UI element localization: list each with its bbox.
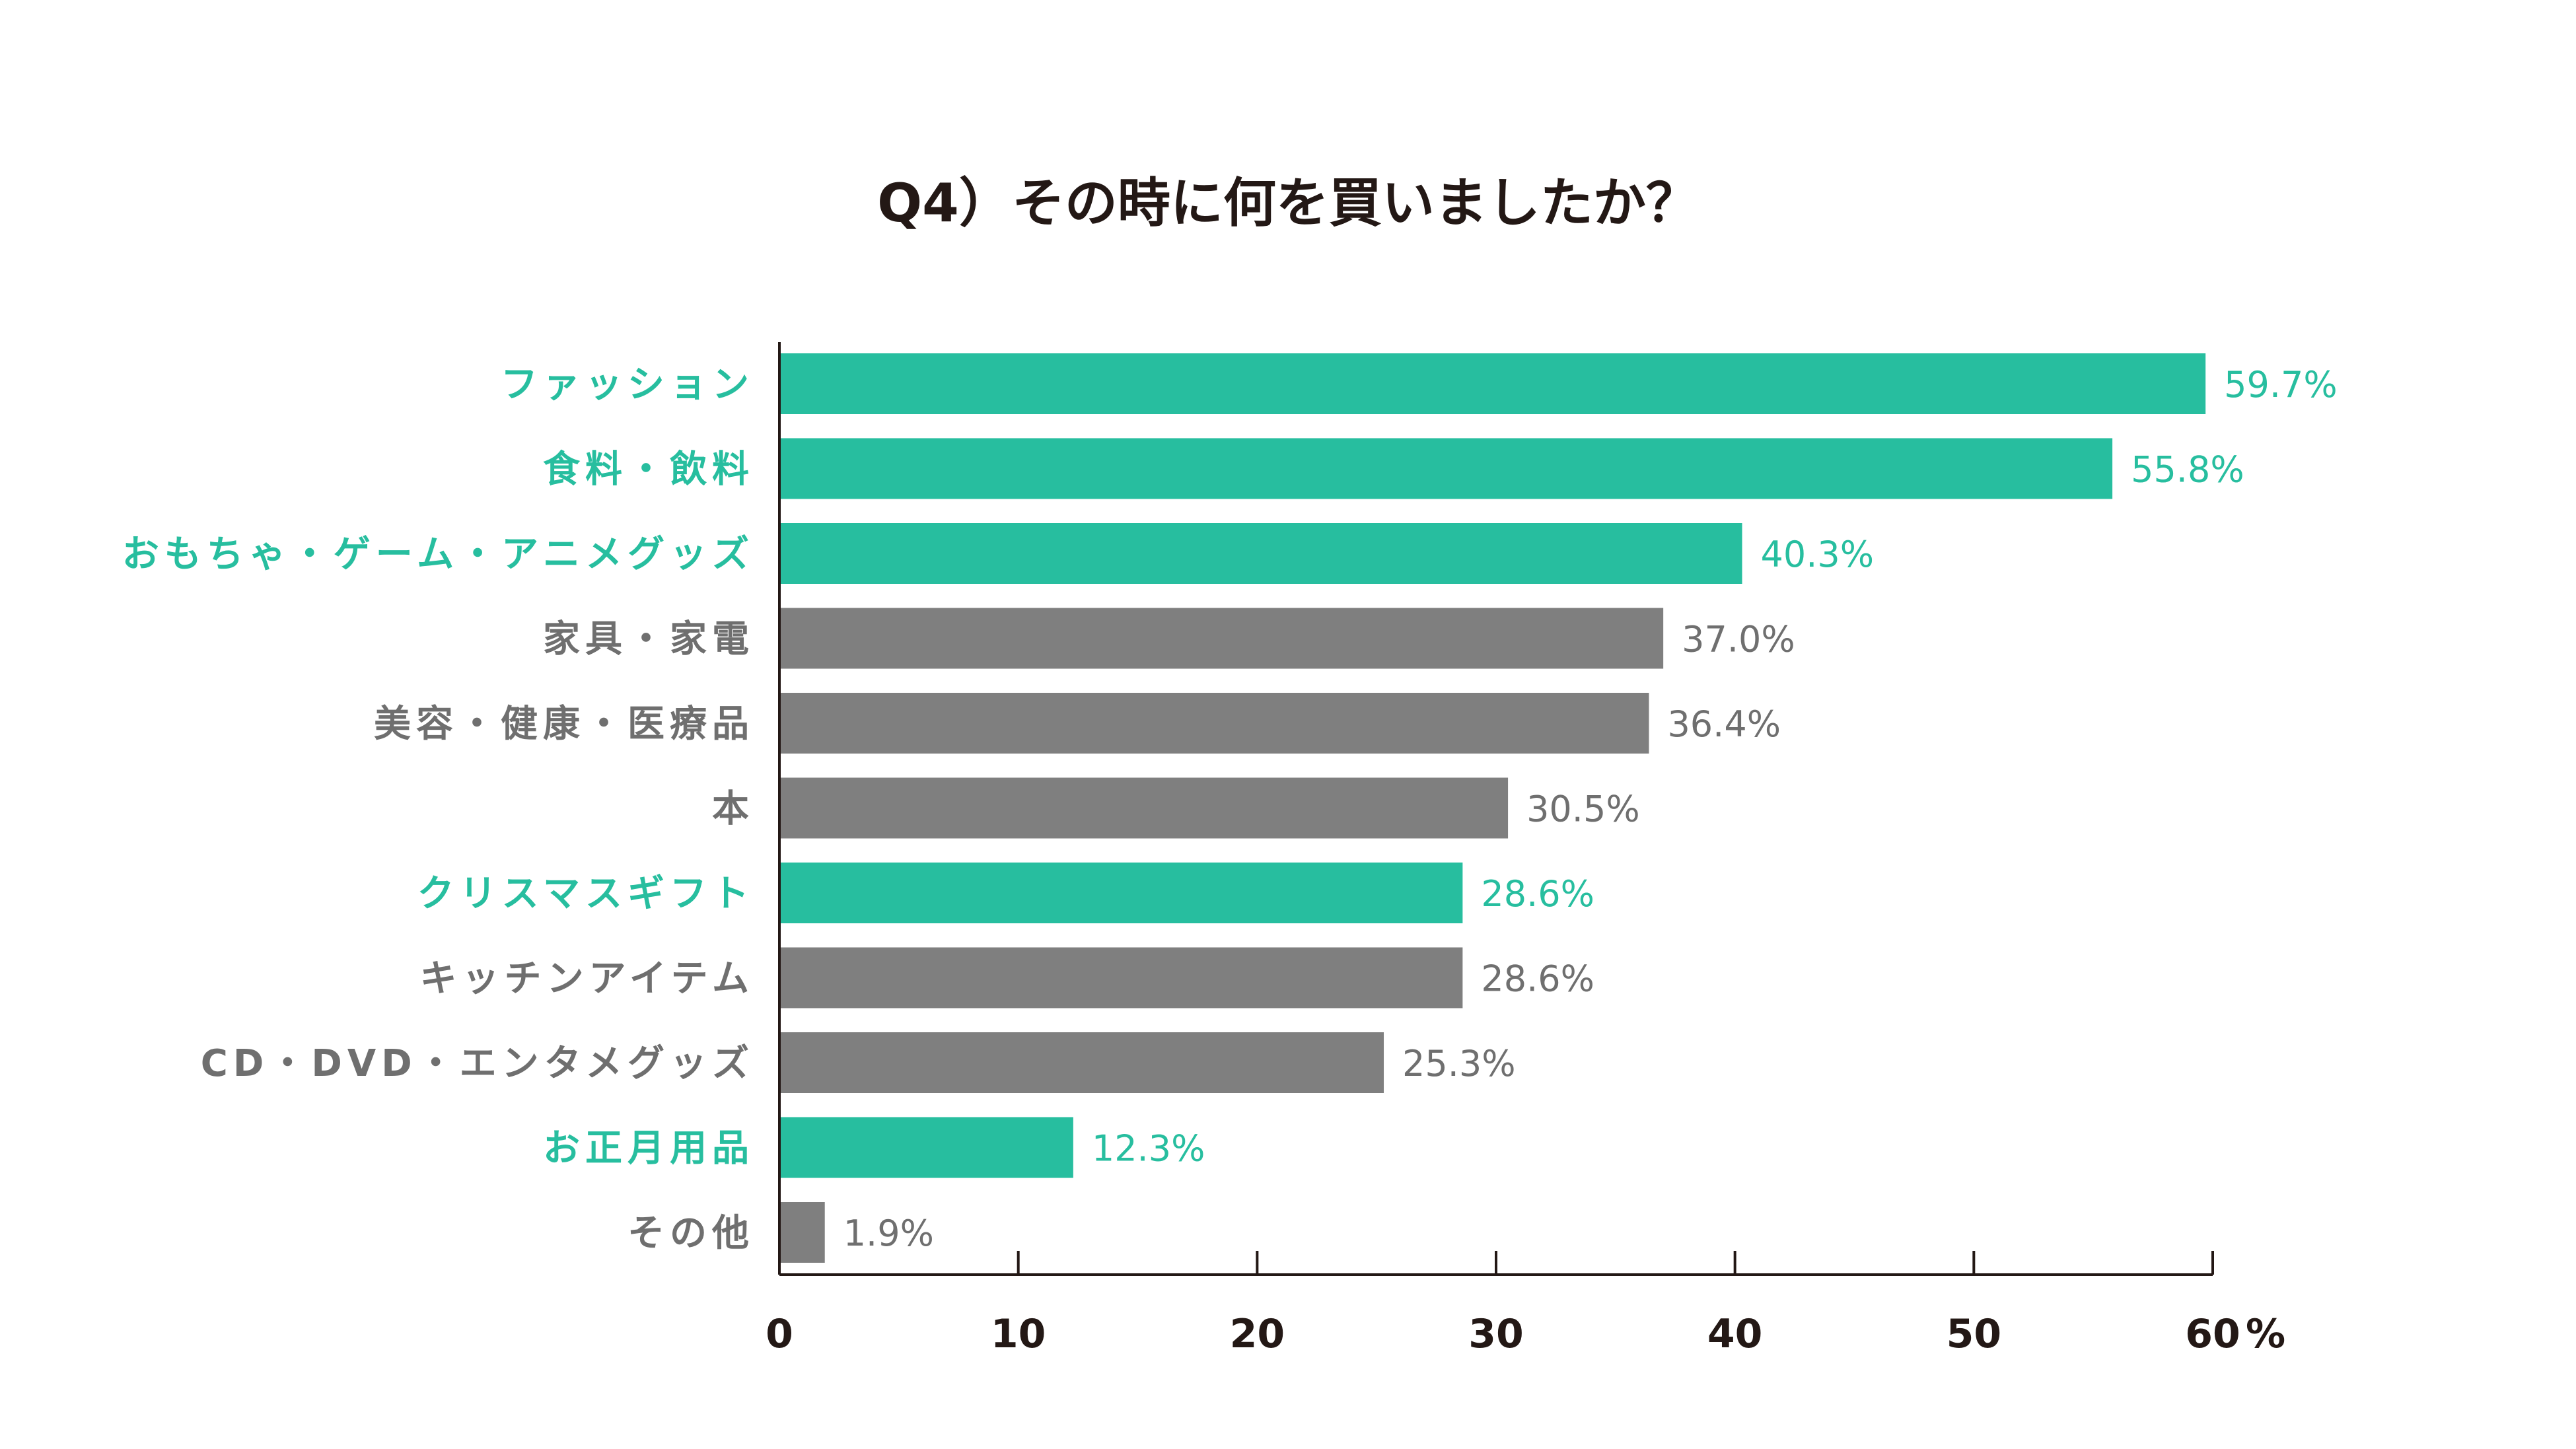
bar bbox=[779, 353, 2206, 414]
value-label: 28.6% bbox=[1481, 958, 1594, 1000]
bar bbox=[779, 1032, 1384, 1093]
category-label: クリスマスギフト bbox=[417, 872, 754, 915]
x-tick-label: 60 bbox=[2185, 1311, 2240, 1357]
x-tick-label: 40 bbox=[1707, 1311, 1763, 1357]
value-label: 59.7% bbox=[2224, 364, 2338, 406]
x-tick-label: 0 bbox=[766, 1311, 793, 1357]
value-label: 25.3% bbox=[1402, 1043, 1516, 1084]
bar bbox=[779, 863, 1463, 923]
category-label: お正月用品 bbox=[543, 1127, 754, 1170]
bar bbox=[779, 693, 1649, 754]
bars-group: ファッション 59.7% 食料・飲料 55.8% おもちゃ・ゲーム・アニメグッズ 40.3… bbox=[122, 353, 2338, 1263]
x-tick-label: 30 bbox=[1468, 1311, 1524, 1357]
bar bbox=[779, 1117, 1073, 1178]
value-label: 30.5% bbox=[1526, 789, 1640, 830]
bar bbox=[779, 947, 1463, 1008]
value-label: 28.6% bbox=[1481, 873, 1594, 915]
value-label: 37.0% bbox=[1682, 619, 1795, 660]
chart-title: Q4）その時に何を買いましたか？ bbox=[877, 172, 1699, 234]
bar bbox=[779, 1202, 825, 1263]
category-label: キッチンアイテム bbox=[420, 958, 754, 1001]
value-label: 55.8% bbox=[2131, 449, 2244, 491]
bar bbox=[779, 438, 2113, 499]
value-label: 40.3% bbox=[1761, 534, 1875, 575]
x-tick-label: 20 bbox=[1230, 1311, 1285, 1357]
x-tick-label: 10 bbox=[991, 1311, 1046, 1357]
category-label: その他 bbox=[627, 1212, 754, 1255]
bar bbox=[779, 608, 1664, 669]
x-tick-label: 50 bbox=[1947, 1311, 2002, 1357]
bar bbox=[779, 523, 1742, 584]
category-label: 家具・家電 bbox=[543, 618, 754, 661]
category-label: 美容・健康・医療品 bbox=[374, 703, 754, 746]
category-label: 本 bbox=[712, 788, 754, 831]
category-label: 食料・飲料 bbox=[543, 448, 754, 491]
value-label: 1.9% bbox=[843, 1213, 934, 1254]
bar bbox=[779, 777, 1509, 839]
value-label: 36.4% bbox=[1667, 703, 1781, 745]
category-label: おもちゃ・ゲーム・アニメグッズ bbox=[122, 533, 754, 576]
axes-group: 0 10 20 30 40 50 60% bbox=[766, 342, 2285, 1357]
value-label: 12.3% bbox=[1092, 1128, 1205, 1170]
category-label: ファッション bbox=[501, 363, 754, 406]
category-label: CD・DVD・エンタメグッズ bbox=[201, 1042, 754, 1085]
x-unit-label: % bbox=[2246, 1311, 2285, 1357]
